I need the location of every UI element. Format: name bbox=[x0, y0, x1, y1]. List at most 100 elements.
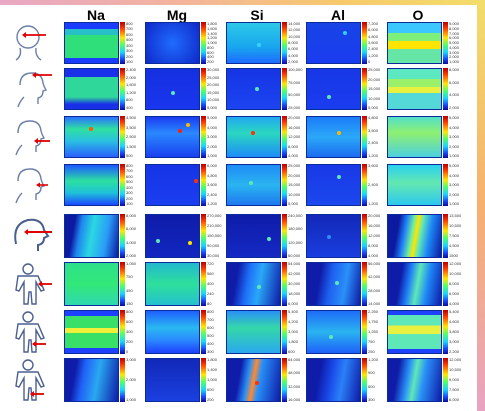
tick-label: 200 bbox=[126, 53, 133, 59]
tick-label: 7,500 bbox=[449, 387, 460, 392]
tick-label: 2,000 bbox=[126, 252, 137, 258]
tick-label: 6,000 bbox=[449, 79, 460, 85]
tick-label: 0 bbox=[368, 58, 371, 64]
hot-spot bbox=[327, 235, 331, 239]
color-scale-o-row-5 bbox=[443, 214, 448, 258]
tick-label: 25,000 bbox=[288, 104, 301, 110]
tick-label: 1,400 bbox=[207, 367, 218, 372]
tick-label: 20,000 bbox=[368, 213, 381, 218]
color-scale-na-row-5 bbox=[120, 214, 125, 258]
tick-label: 2,000 bbox=[449, 104, 460, 110]
hot-spot bbox=[249, 181, 253, 185]
heatmap-na-row-7 bbox=[64, 310, 119, 354]
tick-label: 28,000 bbox=[368, 287, 381, 293]
color-scale-al-row-2 bbox=[362, 68, 367, 110]
heatmap-si-row-2 bbox=[226, 68, 281, 110]
tick-label: 15,000 bbox=[207, 89, 220, 95]
color-scale-ticks: 14,000 12,000 10,000 8,000 6,000 4,000 2,000 bbox=[288, 22, 300, 64]
color-scale-o-row-6 bbox=[443, 262, 448, 306]
color-scale-ticks: 5,400 4,200 3,000 1,800 600 bbox=[288, 310, 298, 354]
heatmap-mg-row-5 bbox=[145, 214, 200, 258]
head-front-arrow-icon bbox=[6, 20, 54, 66]
heatmap-mg-row-4 bbox=[145, 164, 200, 206]
color-scale-o-row-7 bbox=[443, 310, 448, 354]
tick-label: 800 bbox=[126, 163, 133, 168]
tick-label: 600 bbox=[207, 387, 214, 392]
tick-label: 1,000 bbox=[449, 59, 460, 64]
tick-label: 7,500 bbox=[449, 233, 460, 238]
color-scale-ticks: 9,000 8,000 7,000 6,000 5,000 4,000 3,000 2,000… bbox=[449, 22, 459, 64]
color-scale-ticks: 800 600 400 200 0 bbox=[126, 310, 133, 354]
tick-label: 1,400 bbox=[207, 30, 218, 36]
hot-spot bbox=[255, 87, 259, 91]
tick-label: 4,000 bbox=[449, 301, 460, 306]
tick-label: 600 bbox=[126, 319, 133, 324]
tick-label: 2,200 bbox=[449, 349, 460, 354]
tick-label: 400 bbox=[126, 329, 133, 334]
hot-spot bbox=[171, 91, 175, 95]
hot-spot bbox=[194, 179, 198, 183]
heatmap-si-row-7 bbox=[226, 310, 281, 354]
head-top-arrow-icon bbox=[6, 66, 54, 112]
color-scale-ticks: 64,000 48,000 32,000 16,000 bbox=[288, 358, 300, 402]
tick-label: 14,000 bbox=[368, 300, 381, 306]
heatmap-mg-row-1 bbox=[145, 22, 200, 64]
tick-label: 25,000 bbox=[288, 163, 301, 168]
tick-label: 90,000 bbox=[207, 243, 220, 248]
tick-label: 4,000 bbox=[449, 124, 460, 130]
tick-label: 50,000 bbox=[288, 92, 301, 98]
tick-label: 600 bbox=[368, 383, 375, 389]
tick-label: 120,000 bbox=[288, 239, 303, 245]
tick-label: 18,000 bbox=[288, 291, 301, 296]
color-scale-na-row-3 bbox=[120, 116, 125, 158]
tick-label: 5,400 bbox=[288, 309, 299, 314]
tick-label: 54,000 bbox=[288, 261, 301, 266]
tick-label: 4,000 bbox=[288, 153, 299, 158]
color-scale-al-row-5 bbox=[362, 214, 367, 258]
color-scale-ticks: 5,000 4,000 3,000 2,000 1,000 bbox=[449, 116, 459, 158]
tick-label: 42,000 bbox=[368, 274, 381, 280]
color-scale-ticks: 12,000 10,000 8,000 6,000 4,000 bbox=[449, 262, 461, 306]
heatmap-mg-row-7 bbox=[145, 310, 200, 354]
color-scale-na-row-1 bbox=[120, 22, 125, 64]
tick-label: 1,500 bbox=[126, 143, 137, 149]
heatmap-o-row-1 bbox=[387, 22, 442, 64]
heatmap-al-row-5 bbox=[306, 214, 361, 258]
tick-label: 4,800 bbox=[368, 115, 379, 120]
color-scale-mg-row-1 bbox=[201, 22, 206, 64]
tick-label: 8,000 bbox=[449, 67, 460, 72]
column-header-na: Na bbox=[87, 7, 105, 23]
heatmap-mg-row-8 bbox=[145, 358, 200, 402]
color-scale-mg-row-4 bbox=[201, 164, 206, 206]
tick-label: 25,000 bbox=[207, 74, 220, 80]
tick-label: 3,500 bbox=[126, 124, 137, 130]
heatmap-al-row-1 bbox=[306, 22, 361, 64]
tick-label: 300 bbox=[126, 48, 133, 54]
tick-label: 1,200 bbox=[126, 89, 137, 95]
color-scale-o-row-4 bbox=[443, 164, 448, 206]
tick-label: 3,000 bbox=[126, 357, 137, 362]
tick-label: 10,000 bbox=[207, 97, 220, 103]
tick-label: 5,000 bbox=[207, 115, 218, 120]
tick-label: 500 bbox=[207, 333, 214, 338]
tick-label: 15,000 bbox=[368, 86, 381, 91]
heatmap-na-row-1 bbox=[64, 22, 119, 64]
color-scale-ticks: 800 700 600 500 400 300 200 100 bbox=[126, 164, 133, 206]
tick-label: 800 bbox=[126, 21, 133, 26]
tick-label: 10,000 bbox=[368, 95, 381, 101]
tick-label: 2,400 bbox=[368, 182, 379, 187]
tick-label: 4,000 bbox=[207, 124, 218, 130]
body-front-leg-icon bbox=[6, 308, 54, 356]
tick-label: 2,400 bbox=[368, 140, 379, 146]
hot-spot bbox=[156, 239, 160, 243]
tick-label: 1,000 bbox=[207, 377, 218, 382]
tick-label: 2,250 bbox=[368, 309, 379, 314]
color-scale-ticks: 7,200 6,000 4,800 3,600 2,400 1,200 0 bbox=[368, 22, 378, 64]
tick-label: 9,000 bbox=[449, 377, 460, 382]
color-scale-si-row-5 bbox=[282, 214, 287, 258]
tick-label: 30,000 bbox=[207, 253, 220, 258]
hot-spot bbox=[178, 129, 182, 133]
heatmap-o-row-6 bbox=[387, 262, 442, 306]
tick-label: 12,000 bbox=[449, 357, 462, 362]
heatmap-si-row-3 bbox=[226, 116, 281, 158]
